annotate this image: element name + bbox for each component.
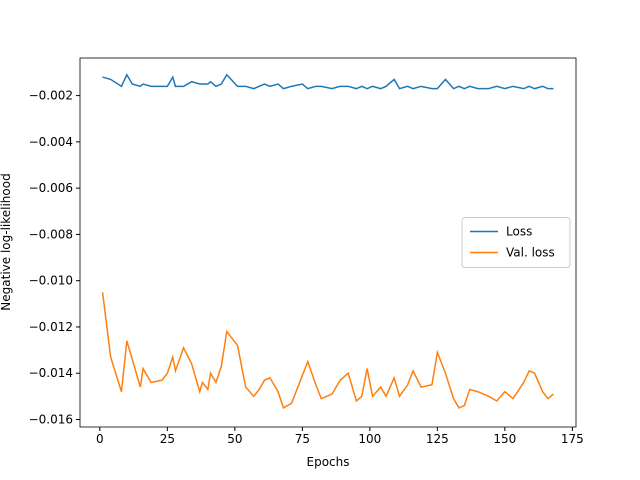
legend-label: Loss — [506, 225, 532, 239]
y-tick-label: −0.014 — [29, 366, 73, 380]
legend-label: Val. loss — [506, 246, 555, 260]
x-tick-label: 150 — [493, 432, 516, 446]
x-tick-label: 75 — [295, 432, 310, 446]
x-axis-label: Epochs — [307, 455, 350, 469]
legend-box — [461, 217, 571, 268]
x-tick-label: 125 — [426, 432, 449, 446]
y-axis-label: Negative log-likelihood — [0, 173, 13, 310]
data-line — [101, 292, 554, 410]
x-tick-label: 50 — [227, 432, 242, 446]
y-tick-label: −0.006 — [29, 181, 73, 195]
x-tick-label: 0 — [96, 432, 104, 446]
y-tick-label: −0.004 — [29, 135, 73, 149]
x-tick-label: 100 — [358, 432, 381, 446]
y-tick-label: −0.002 — [29, 89, 73, 103]
y-tick-label: −0.012 — [29, 320, 73, 334]
y-tick-label: −0.016 — [29, 412, 73, 426]
plot-frame — [79, 57, 577, 428]
y-tick-label: −0.010 — [29, 274, 73, 288]
data-line — [102, 73, 554, 90]
x-tick-label: 25 — [160, 432, 175, 446]
y-tick-label: −0.008 — [29, 227, 73, 241]
x-tick-label: 175 — [561, 432, 584, 446]
